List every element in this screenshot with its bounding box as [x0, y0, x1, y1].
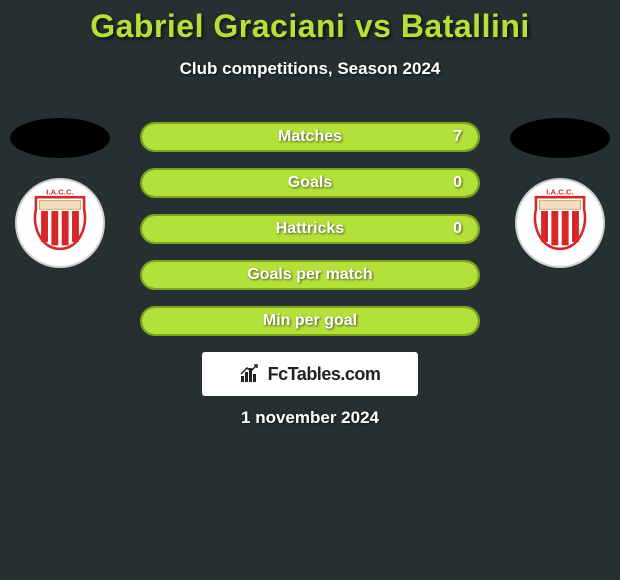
stat-label: Hattricks: [142, 216, 478, 242]
stat-label: Goals per match: [142, 262, 478, 288]
player-left-club-logo: I.A.C.C.: [15, 178, 105, 268]
branding-text: FcTables.com: [268, 364, 381, 385]
stat-row: Goals per match: [140, 260, 480, 290]
stat-row: Matches7: [140, 122, 480, 152]
stat-row: Min per goal: [140, 306, 480, 336]
page-title: Gabriel Graciani vs Batallini: [0, 0, 620, 45]
stat-row: Goals0: [140, 168, 480, 198]
svg-text:I.A.C.C.: I.A.C.C.: [546, 188, 574, 197]
stat-bars: Matches7Goals0Hattricks0Goals per matchM…: [140, 122, 480, 352]
player-right-club-logo: I.A.C.C.: [515, 178, 605, 268]
stat-label: Matches: [142, 124, 478, 150]
stat-value-right: 0: [453, 170, 462, 196]
stat-value-right: 7: [453, 124, 462, 150]
player-right: I.A.C.C.: [510, 118, 610, 268]
bar-chart-icon: [240, 364, 262, 384]
player-left-silhouette: [10, 118, 110, 158]
subtitle: Club competitions, Season 2024: [0, 59, 620, 79]
svg-text:I.A.C.C.: I.A.C.C.: [46, 188, 74, 197]
branding-badge: FcTables.com: [202, 352, 418, 396]
player-right-silhouette: [510, 118, 610, 158]
player-left: I.A.C.C.: [10, 118, 110, 268]
shield-icon: I.A.C.C.: [17, 180, 103, 266]
date-label: 1 november 2024: [0, 408, 620, 428]
stat-label: Min per goal: [142, 308, 478, 334]
shield-icon: I.A.C.C.: [517, 180, 603, 266]
stat-label: Goals: [142, 170, 478, 196]
stat-value-right: 0: [453, 216, 462, 242]
stat-row: Hattricks0: [140, 214, 480, 244]
